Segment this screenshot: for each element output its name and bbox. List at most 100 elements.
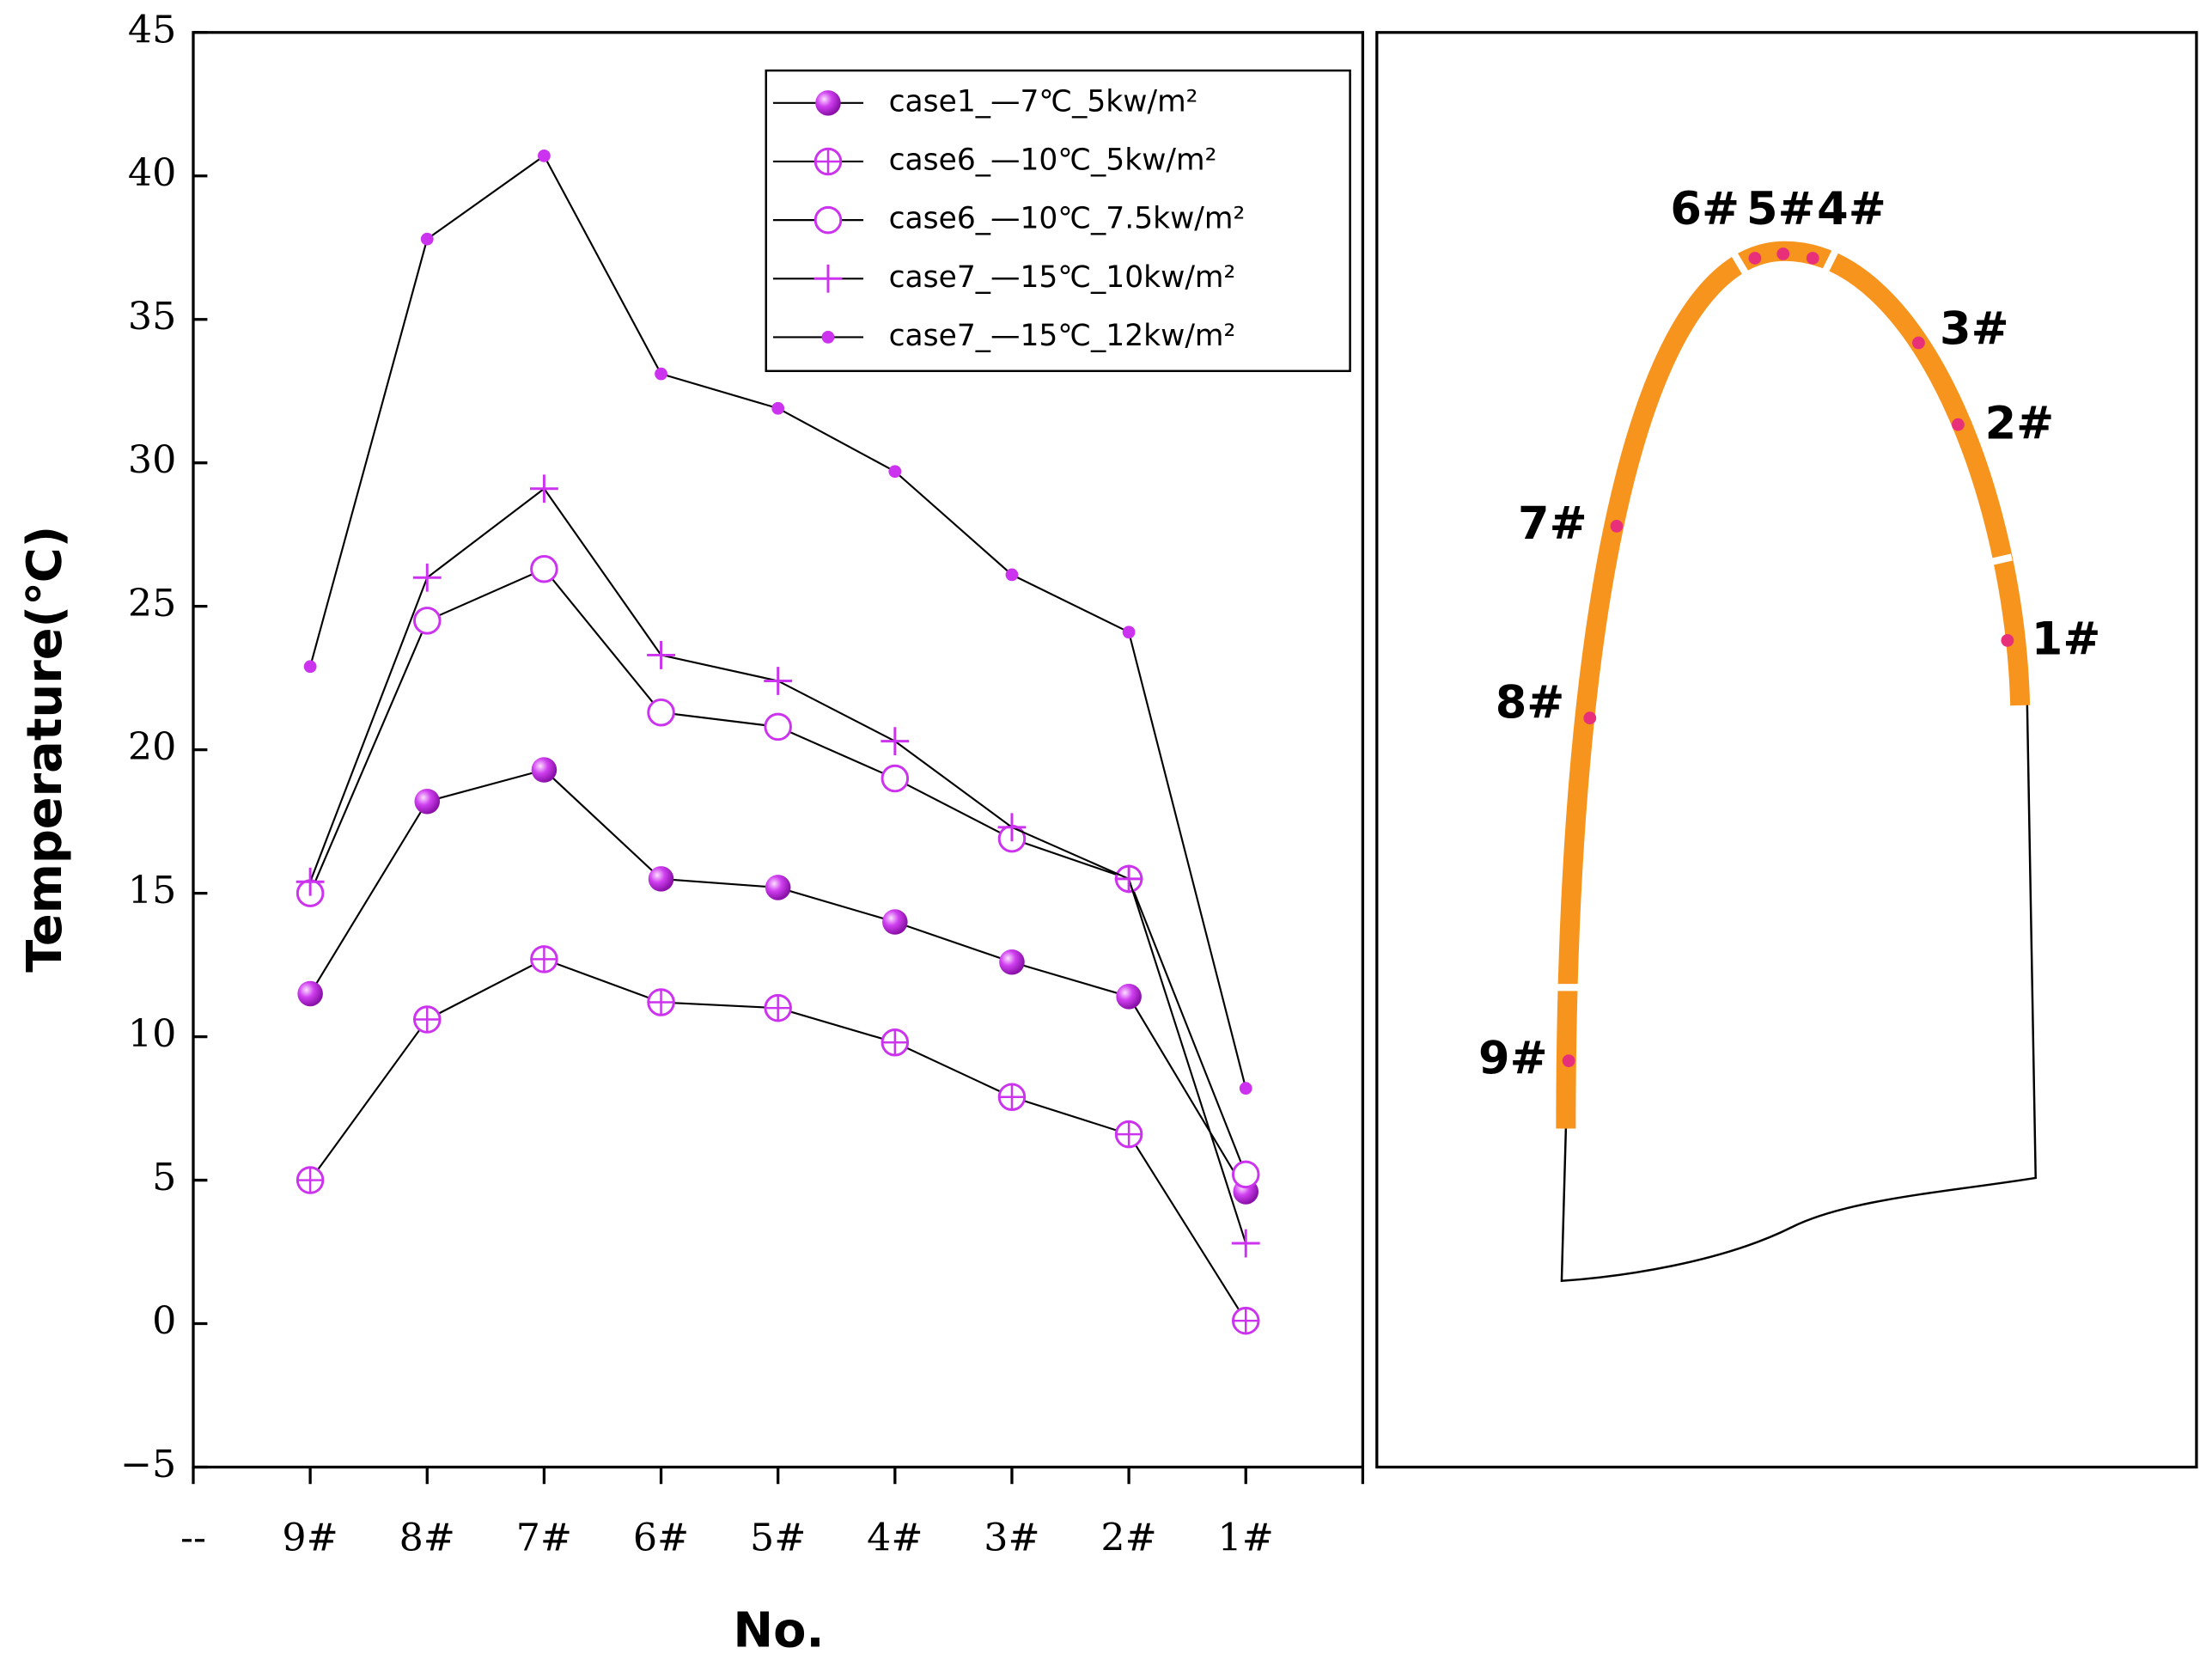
series-markers	[297, 757, 1259, 1205]
series-line	[309, 768, 1247, 1193]
marker	[296, 867, 325, 896]
x-tick-label: 9#	[282, 1516, 338, 1559]
marker	[414, 788, 441, 815]
marker	[765, 875, 791, 900]
marker	[1114, 1120, 1143, 1149]
marker	[815, 90, 841, 116]
marker	[997, 1083, 1027, 1111]
sensor-dots	[1562, 247, 2014, 1068]
y-tick-label: −5	[120, 1443, 176, 1486]
sensor-label: 7#	[1518, 497, 1587, 550]
sensor-label: 5#	[1746, 183, 1816, 235]
y-tick-label: 35	[128, 295, 176, 339]
marker	[999, 949, 1025, 975]
marker-cross	[648, 989, 674, 1016]
heating-band	[1556, 241, 2031, 1129]
marker	[882, 909, 908, 935]
y-tick-label: 10	[128, 1012, 176, 1056]
marker-cross	[882, 1029, 908, 1056]
series-line	[309, 487, 1247, 1244]
marker	[1122, 626, 1136, 639]
marker	[881, 764, 910, 793]
marker	[1114, 864, 1143, 894]
legend-label: case1_—7℃_5kw/m²	[889, 84, 1198, 119]
marker	[413, 607, 442, 635]
x-tick-label: 2#	[1100, 1516, 1156, 1559]
y-tick-label: 25	[128, 582, 176, 626]
sensor-label: 4#	[1817, 183, 1886, 235]
marker-cross	[1116, 1121, 1142, 1147]
marker	[297, 980, 323, 1007]
y-tick-label: 15	[128, 869, 176, 912]
marker	[1231, 1160, 1260, 1189]
diagram: 1# 2# 3# 4# 5# 6# 7# 8# 9#	[1375, 31, 2198, 1469]
marker	[888, 465, 902, 479]
y-axis-label: Temperature(℃)	[17, 526, 73, 973]
sensor-label: 2#	[1985, 397, 2055, 449]
marker	[771, 401, 785, 415]
tunnel-outline	[1560, 250, 2037, 1283]
y-tick-label: 0	[152, 1299, 176, 1343]
marker	[997, 813, 1027, 842]
x-tick-label: --	[180, 1516, 206, 1559]
marker	[420, 232, 434, 246]
marker	[1231, 1229, 1260, 1258]
marker	[647, 641, 675, 669]
y-tick-label: 20	[128, 725, 176, 769]
marker	[814, 264, 843, 293]
y-tick-label: 45	[128, 8, 176, 52]
marker-cross	[297, 1167, 323, 1193]
marker	[764, 667, 793, 695]
x-tick-label: 3#	[984, 1516, 1039, 1559]
series-line	[309, 567, 1247, 1175]
marker-cross	[531, 946, 558, 973]
marker	[1231, 1306, 1260, 1335]
marker	[814, 205, 843, 235]
x-tick-label: 8#	[399, 1516, 455, 1559]
marker	[647, 698, 675, 727]
x-tick-label: 4#	[867, 1516, 923, 1559]
legend-label: case6_—10℃_7.5kw/m²	[889, 202, 1246, 236]
marker	[764, 712, 792, 741]
marker-cross	[999, 1083, 1025, 1110]
marker	[881, 727, 910, 756]
marker	[821, 331, 835, 344]
series-markers	[296, 474, 1260, 1258]
y-tick-label: 5	[152, 1156, 176, 1199]
x-axis-label: No.	[733, 1602, 824, 1658]
marker-cross	[765, 995, 791, 1021]
sensor-label: 8#	[1496, 677, 1565, 729]
marker	[655, 367, 667, 381]
marker	[303, 660, 317, 674]
marker	[538, 149, 551, 162]
marker	[531, 757, 558, 783]
sensor-label: 3#	[1940, 302, 2009, 355]
marker	[1239, 1082, 1252, 1095]
marker	[530, 554, 558, 583]
marker-cross	[414, 1006, 441, 1033]
marker	[647, 988, 675, 1016]
marker	[530, 945, 558, 973]
marker	[648, 866, 674, 892]
sensor-label: 1#	[2032, 613, 2101, 666]
x-tick-label: 5#	[750, 1516, 806, 1559]
marker	[814, 147, 843, 176]
marker	[1116, 984, 1142, 1010]
marker	[412, 563, 442, 592]
series-markers	[296, 945, 1260, 1335]
sensor-label: 6#	[1670, 183, 1740, 235]
marker	[296, 1166, 325, 1194]
marker	[1005, 568, 1019, 582]
x-tick-label: 1#	[1218, 1516, 1274, 1559]
marker	[529, 474, 558, 503]
marker	[764, 993, 792, 1022]
marker	[413, 1005, 442, 1034]
y-tick-label: 40	[128, 151, 176, 195]
x-tick-label: 6#	[633, 1516, 689, 1559]
legend-label: case6_—10℃_5kw/m²	[889, 143, 1217, 177]
marker	[881, 1028, 910, 1057]
marker-cross	[815, 149, 841, 174]
x-tick-label: 7#	[516, 1516, 572, 1559]
